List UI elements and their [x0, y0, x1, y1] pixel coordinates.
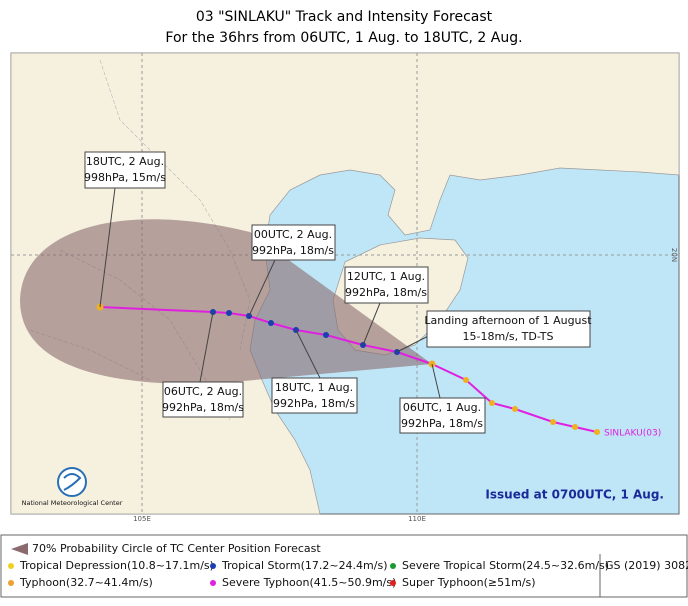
- map-shape: [268, 320, 274, 326]
- legend-icon: [390, 563, 396, 569]
- map-shape: [463, 377, 469, 383]
- title-line: 03 "SINLAKU" Track and Intensity Forecas…: [196, 9, 493, 25]
- map: 105E 110E 20N SINLAKU(03) 18UTC, 2 Aug. …: [10, 52, 680, 523]
- callout-detail: 992hPa, 18m/s: [401, 417, 483, 430]
- map-shape: [162, 381, 244, 418]
- legend-icon: [8, 563, 14, 569]
- callout-time: 18UTC, 2 Aug.: [86, 155, 164, 168]
- legend-icon: [8, 580, 14, 586]
- legend-icon: [210, 563, 216, 569]
- callout-time: 18UTC, 1 Aug.: [275, 381, 353, 394]
- map-shape: [399, 397, 486, 434]
- legend-item: 70% Probability Circle of TC Center Posi…: [32, 542, 321, 555]
- map-shape: [572, 424, 578, 430]
- legend-item: Typhoon(32.7~41.4m/s): [19, 576, 153, 589]
- legend-item: Tropical Storm(17.2~24.4m/s): [221, 559, 388, 572]
- issued-time: Issued at 0700UTC, 1 Aug.: [485, 488, 664, 502]
- legend-box: [0, 534, 688, 598]
- legend-item: Super Typhoon(≥51m/s): [402, 576, 536, 589]
- callout-time: 06UTC, 2 Aug.: [164, 385, 242, 398]
- agency-logo: [57, 467, 87, 497]
- lat-label: 20N: [670, 248, 678, 262]
- agency-logo-mark: [63, 473, 82, 491]
- legend-icon: [390, 580, 396, 586]
- map-shape: [84, 151, 166, 189]
- callout-time: Landing afternoon of 1 August: [424, 314, 592, 327]
- legend-item: Severe Typhoon(41.5~50.9m/s): [222, 576, 396, 589]
- map-shape: [512, 406, 518, 412]
- title-line: For the 36hrs from 06UTC, 1 Aug. to 18UT…: [165, 30, 522, 46]
- callout-detail: 992hPa, 18m/s: [162, 401, 244, 414]
- callout-detail: 992hPa, 18m/s: [252, 244, 334, 257]
- map-shape: [248, 259, 276, 317]
- map-approval-number: GS (2019) 3082: [605, 559, 688, 572]
- map-shape: [426, 310, 591, 348]
- map-shape: [226, 310, 232, 316]
- probability-cone: [20, 219, 432, 385]
- callout-detail: 15-18m/s, TD-TS: [463, 330, 554, 343]
- callout-time: 00UTC, 2 Aug.: [254, 228, 332, 241]
- map-shape: [99, 187, 116, 308]
- map-shape: [594, 429, 600, 435]
- callout-time: 06UTC, 1 Aug.: [403, 401, 481, 414]
- lon-label: 105E: [133, 515, 151, 523]
- legend-cone-icon: [11, 543, 28, 555]
- map-shape: [199, 311, 214, 383]
- map-shape: [251, 224, 336, 261]
- map-shape: [323, 332, 329, 338]
- legend-icon: [210, 580, 216, 586]
- map-shape: [550, 419, 556, 425]
- map-shape: [344, 266, 429, 304]
- callout-time: 12UTC, 1 Aug.: [347, 270, 425, 283]
- map-shape: [271, 377, 358, 414]
- callout-detail: 998hPa, 15m/s: [84, 171, 166, 184]
- map-shape: [431, 363, 441, 399]
- legend-item: Severe Tropical Storm(24.5~32.6m/s): [402, 559, 609, 572]
- storm-label: SINLAKU(03): [604, 429, 661, 439]
- callout-detail: 992hPa, 18m/s: [273, 397, 355, 410]
- map-shape: [362, 302, 381, 346]
- legend-item: Tropical Depression(10.8~17.1m/s): [19, 559, 214, 572]
- legend: 70% Probability Circle of TC Center Posi…: [0, 534, 688, 598]
- callouts: 18UTC, 2 Aug. 998hPa, 15m/s 00UTC, 2 Aug…: [84, 151, 592, 434]
- forecast-track: [99, 306, 433, 365]
- agency-name: National Meteorological Center: [22, 499, 123, 507]
- map-shape: [489, 400, 495, 406]
- lon-label: 110E: [408, 515, 426, 523]
- map-shape: [295, 329, 321, 379]
- callout-detail: 992hPa, 18m/s: [345, 286, 427, 299]
